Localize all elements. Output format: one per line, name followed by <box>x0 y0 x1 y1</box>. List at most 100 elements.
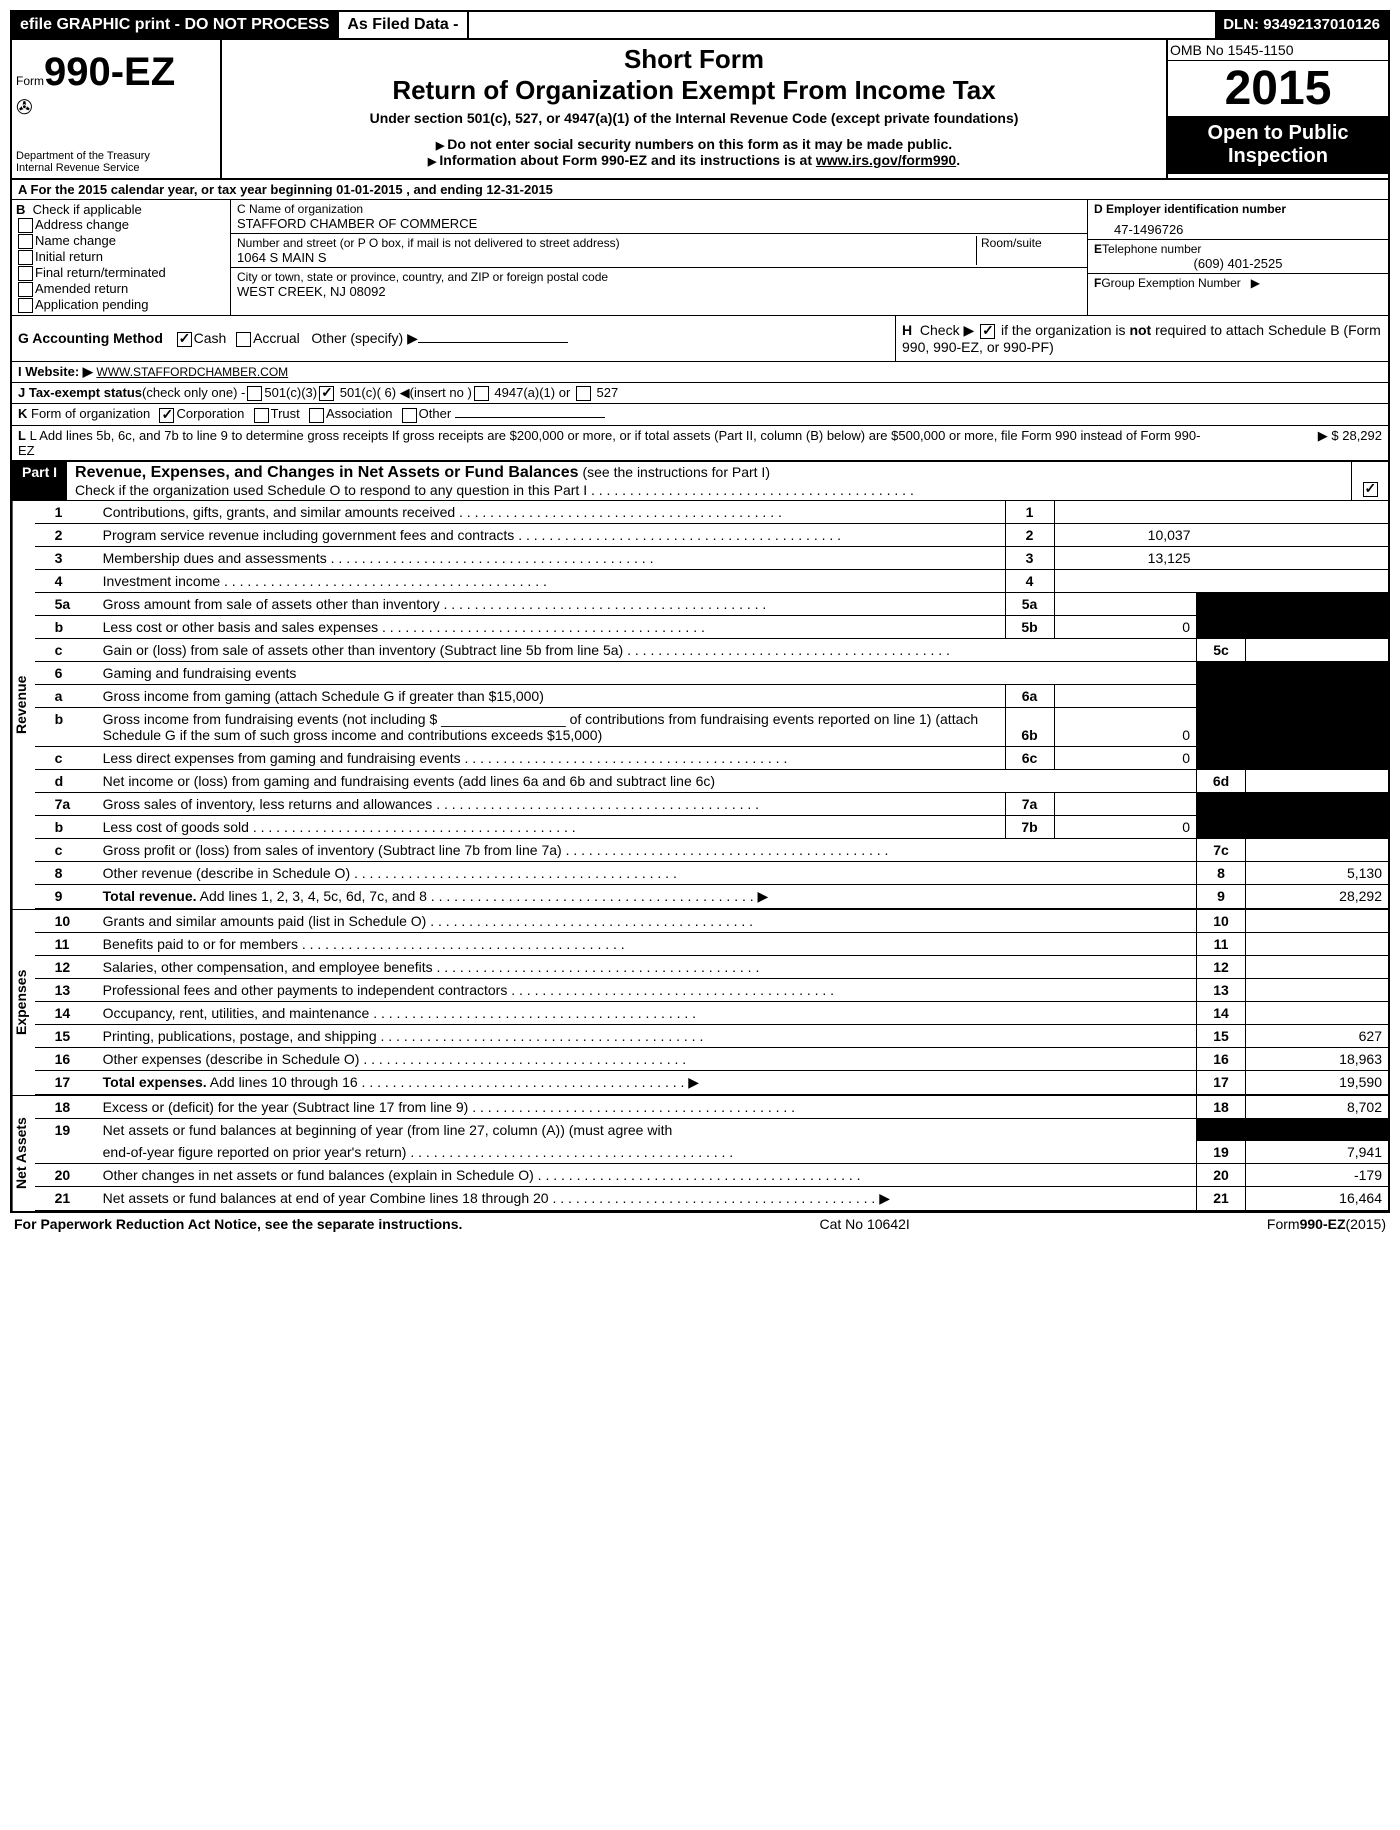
line-15: 15Printing, publications, postage, and s… <box>35 1024 1388 1047</box>
line-12: 12Salaries, other compensation, and empl… <box>35 955 1388 978</box>
omb-number: OMB No 1545-1150 <box>1168 40 1388 61</box>
line-18: 18Excess or (deficit) for the year (Subt… <box>35 1096 1388 1119</box>
treasury-dept: Department of the Treasury <box>16 150 216 162</box>
org-name-label: C Name of organization <box>237 202 1081 216</box>
org-name: STAFFORD CHAMBER OF COMMERCE <box>237 216 1081 231</box>
chk-other-org[interactable] <box>402 408 417 423</box>
line-19: end-of-year figure reported on prior yea… <box>35 1141 1388 1164</box>
chk-corporation[interactable] <box>159 408 174 423</box>
gross-receipts: $ 28,292 <box>1331 428 1382 443</box>
header-right: OMB No 1545-1150 2015 Open to Public Ins… <box>1166 40 1388 178</box>
header-mid: Short Form Return of Organization Exempt… <box>222 40 1166 178</box>
chk-application-pending[interactable] <box>18 298 33 313</box>
subtitle: Under section 501(c), 527, or 4947(a)(1)… <box>230 110 1158 126</box>
website-value[interactable]: WWW.STAFFORDCHAMBER.COM <box>96 365 288 379</box>
chk-527[interactable] <box>576 386 591 401</box>
line-14: 14Occupancy, rent, utilities, and mainte… <box>35 1001 1388 1024</box>
room-suite-label: Room/suite <box>976 236 1081 265</box>
net-assets-table: 18Excess or (deficit) for the year (Subt… <box>35 1096 1388 1211</box>
part1-badge: Part I <box>12 462 67 500</box>
short-form-title: Short Form <box>230 44 1158 75</box>
form-number: 990-EZ <box>44 50 175 94</box>
line-7a: 7aGross sales of inventory, less returns… <box>35 792 1388 815</box>
irs-link[interactable]: www.irs.gov/form990 <box>816 152 956 168</box>
section-h: H Check ▶ if the organization is not req… <box>896 316 1388 361</box>
net-assets-side-label: Net Assets <box>12 1096 35 1211</box>
section-l: L L Add lines 5b, 6c, and 7b to line 9 t… <box>10 426 1390 462</box>
chk-accrual[interactable] <box>236 332 251 347</box>
revenue-side-label: Revenue <box>12 501 35 909</box>
line-20: 20Other changes in net assets or fund ba… <box>35 1163 1388 1186</box>
chk-4947[interactable] <box>474 386 489 401</box>
line-5c: cGain or (loss) from sale of assets othe… <box>35 638 1388 661</box>
line-1: 1Contributions, gifts, grants, and simil… <box>35 501 1388 524</box>
line-7c: cGross profit or (loss) from sales of in… <box>35 838 1388 861</box>
open-public-badge: Open to Public Inspection <box>1168 116 1388 174</box>
chk-cash[interactable] <box>177 332 192 347</box>
chk-initial-return[interactable] <box>18 250 33 265</box>
line-6a: aGross income from gaming (attach Schedu… <box>35 684 1388 707</box>
chk-schedule-o-part1[interactable] <box>1363 482 1378 497</box>
form-990ez: efile GRAPHIC print - DO NOT PROCESS As … <box>10 10 1390 1235</box>
line-3: 3Membership dues and assessments313,125 <box>35 546 1388 569</box>
line-5a: 5aGross amount from sale of assets other… <box>35 592 1388 615</box>
row-a-tax-year: A For the 2015 calendar year, or tax yea… <box>10 180 1390 200</box>
city-label: City or town, state or province, country… <box>237 270 1081 284</box>
chk-schedule-b-not-required[interactable] <box>980 324 995 339</box>
city-state-zip: WEST CREEK, NJ 08092 <box>237 284 1081 299</box>
line-6d: dNet income or (loss) from gaming and fu… <box>35 769 1388 792</box>
page-footer: For Paperwork Reduction Act Notice, see … <box>10 1211 1390 1235</box>
net-assets-block: Net Assets 18Excess or (deficit) for the… <box>10 1095 1390 1211</box>
chk-address-change[interactable] <box>18 218 33 233</box>
line-4: 4Investment income4 <box>35 569 1388 592</box>
top-bar: efile GRAPHIC print - DO NOT PROCESS As … <box>10 10 1390 40</box>
tax-year: 2015 <box>1168 61 1388 116</box>
chk-501c[interactable] <box>319 386 334 401</box>
part1-header: Part I Revenue, Expenses, and Changes in… <box>10 462 1390 501</box>
header-left: Form990-EZ ✇ Department of the Treasury … <box>12 40 222 178</box>
form-ref: Form990-EZ(2015) <box>1267 1216 1386 1232</box>
expenses-table: 10Grants and similar amounts paid (list … <box>35 910 1388 1095</box>
as-filed-label: As Filed Data - <box>337 12 468 38</box>
line-16: 16Other expenses (describe in Schedule O… <box>35 1047 1388 1070</box>
revenue-block: Revenue 1Contributions, gifts, grants, a… <box>10 501 1390 909</box>
revenue-table: 1Contributions, gifts, grants, and simil… <box>35 501 1388 909</box>
street-address: 1064 S MAIN S <box>237 250 976 265</box>
line-17: 17Total expenses. Add lines 10 through 1… <box>35 1070 1388 1094</box>
section-g: G Accounting Method Cash Accrual Other (… <box>12 316 896 361</box>
line-9: 9Total revenue. Add lines 1, 2, 3, 4, 5c… <box>35 884 1388 908</box>
line-7b: bLess cost of goods sold7b0 <box>35 815 1388 838</box>
section-c: C Name of organization STAFFORD CHAMBER … <box>231 200 1087 315</box>
expenses-side-label: Expenses <box>12 910 35 1095</box>
ssn-warning: Do not enter social security numbers on … <box>230 136 1158 152</box>
line-13: 13Professional fees and other payments t… <box>35 978 1388 1001</box>
efile-notice: efile GRAPHIC print - DO NOT PROCESS <box>12 12 337 38</box>
section-def: D Employer identification number 47-1496… <box>1087 200 1388 315</box>
chk-final-return[interactable] <box>18 266 33 281</box>
line-21: 21Net assets or fund balances at end of … <box>35 1186 1388 1210</box>
street-label: Number and street (or P O box, if mail i… <box>237 236 976 250</box>
line-2: 2Program service revenue including gover… <box>35 523 1388 546</box>
chk-501c3[interactable] <box>247 386 262 401</box>
line-19-top: 19Net assets or fund balances at beginni… <box>35 1118 1388 1141</box>
line-6c: cLess direct expenses from gaming and fu… <box>35 746 1388 769</box>
info-line: Information about Form 990-EZ and its in… <box>230 152 1158 168</box>
line-5b: bLess cost or other basis and sales expe… <box>35 615 1388 638</box>
phone-label: Telephone number <box>1102 242 1201 256</box>
section-i: I Website: ▶ WWW.STAFFORDCHAMBER.COM <box>10 362 1390 383</box>
chk-amended-return[interactable] <box>18 282 33 297</box>
line-6b: bGross income from fundraising events (n… <box>35 707 1388 746</box>
form-header: Form990-EZ ✇ Department of the Treasury … <box>10 40 1390 180</box>
chk-association[interactable] <box>309 408 324 423</box>
section-b: B Check if applicable Address change Nam… <box>12 200 231 315</box>
group-exemption-label: Group Exemption Number <box>1101 276 1240 290</box>
chk-trust[interactable] <box>254 408 269 423</box>
line-6: 6Gaming and fundraising events <box>35 661 1388 684</box>
chk-name-change[interactable] <box>18 234 33 249</box>
phone-value: (609) 401-2525 <box>1094 256 1382 271</box>
return-title: Return of Organization Exempt From Incom… <box>230 75 1158 106</box>
line-8: 8Other revenue (describe in Schedule O)8… <box>35 861 1388 884</box>
cat-number: Cat No 10642I <box>820 1216 910 1232</box>
expenses-block: Expenses 10Grants and similar amounts pa… <box>10 909 1390 1095</box>
ein-value: 47-1496726 <box>1094 216 1382 237</box>
